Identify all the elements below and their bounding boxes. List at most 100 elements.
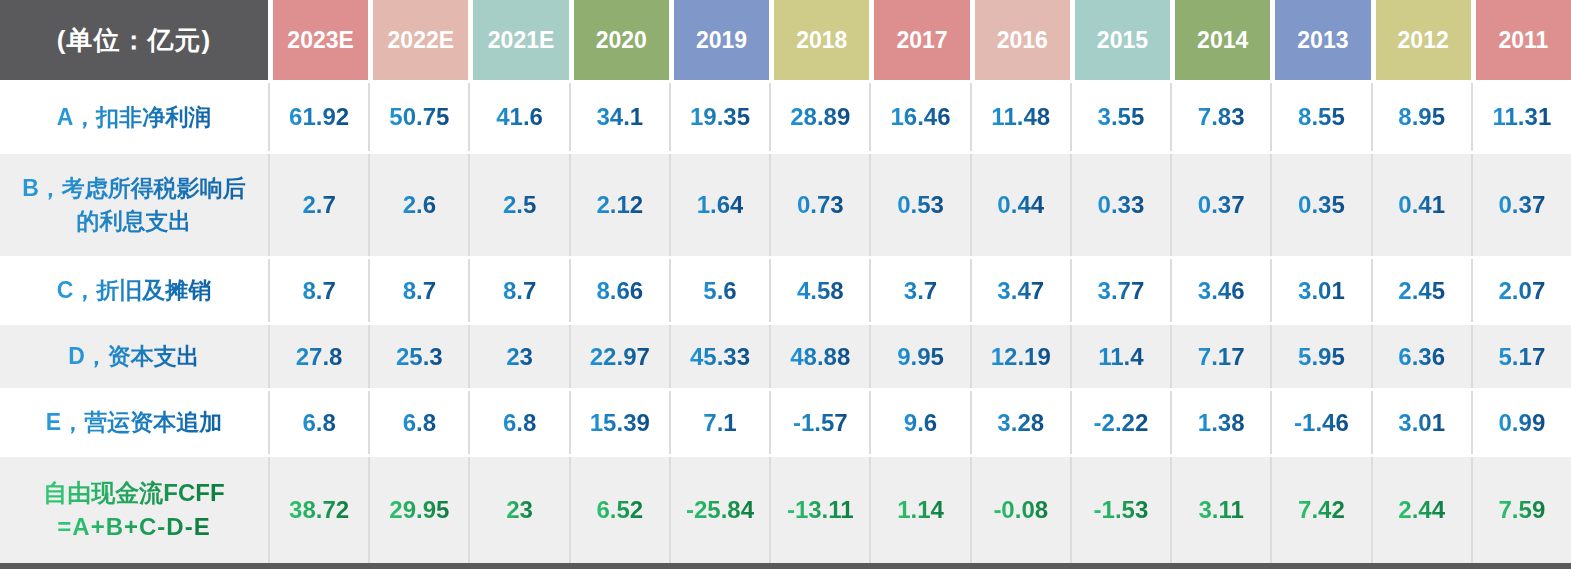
table-row-0: A，扣非净利润 61.9250.75 41.6 34.1 19.35 28.89 16.46…: [0, 83, 1571, 151]
year-header-2012: 2012: [1371, 0, 1471, 80]
value-text: 8.7: [302, 277, 335, 305]
value-cell-0-2021E: 41.6: [468, 83, 568, 151]
value-cell-1-2015: 0.33: [1070, 154, 1170, 256]
value-text: 0.53: [897, 191, 944, 219]
value-cell-5-2022E: 29.95: [368, 457, 468, 563]
row-label-4: E，营运资本追加: [0, 391, 268, 454]
value-text: 8.55: [1298, 103, 1345, 131]
value-cell-5-2011: 7.59: [1471, 457, 1571, 563]
table-row-3: D，资本支出27.825.32322.9745.3348.889.9512.19…: [0, 325, 1571, 388]
row-label-formula: =A+B+C-D-E: [57, 510, 210, 544]
value-text: 2.7: [302, 191, 335, 219]
value-text: 7.83: [1198, 103, 1245, 131]
value-text: 0.99: [1499, 409, 1546, 437]
value-cell-5-2012: 2.44: [1371, 457, 1471, 563]
value-cell-2-2023E: 8.7: [268, 259, 368, 322]
value-text: 3.47: [997, 277, 1044, 305]
value-text: 3.55: [1098, 103, 1145, 131]
value-text: 8.7: [503, 277, 536, 305]
value-cell-3-2018: 48.88: [769, 325, 869, 388]
value-cell-2-2020: 8.66: [569, 259, 669, 322]
value-cell-4-2018: -1.57: [769, 391, 869, 454]
year-header-2015: 2015: [1070, 0, 1170, 80]
value-text: 7.59: [1499, 496, 1546, 524]
value-text: 15.39: [590, 409, 650, 437]
value-cell-1-2023E: 2.7: [268, 154, 368, 256]
value-cell-5-2016: -0.08: [970, 457, 1070, 563]
value-cell-2-2015: 3.77: [1070, 259, 1170, 322]
value-cell-0-2017: 16.46: [869, 83, 969, 151]
value-cell-1-2013: 0.35: [1270, 154, 1370, 256]
value-text: 28.89: [790, 103, 850, 131]
value-text: 3.7: [904, 277, 937, 305]
value-text: 22.97: [590, 343, 650, 371]
value-cell-0-2019: 19.35: [669, 83, 769, 151]
value-text: 23: [506, 343, 533, 371]
value-cell-2-2017: 3.7: [869, 259, 969, 322]
fcff-table: (单位：亿元) 2023E2022E2021E20202019201820172…: [0, 0, 1571, 563]
value-cell-3-2013: 5.95: [1270, 325, 1370, 388]
value-cell-3-2021E: 23: [468, 325, 568, 388]
value-cell-0-2013: 8.55: [1270, 83, 1370, 151]
value-text: 0.44: [997, 191, 1044, 219]
year-header-2019: 2019: [669, 0, 769, 80]
table-row-1: B，考虑所得税影响后的利息支出2.72.62.52.121.640.730.53…: [0, 154, 1571, 256]
row-label-text: 自由现金流FCFF: [43, 476, 224, 510]
row-label-text: B，考虑所得税影响后的利息支出: [14, 172, 254, 237]
value-cell-1-2016: 0.44: [970, 154, 1070, 256]
value-text: 2.5: [503, 191, 536, 219]
value-cell-2-2016: 3.47: [970, 259, 1070, 322]
value-text: 27.8: [296, 343, 343, 371]
year-header-2022E: 2022E: [368, 0, 468, 80]
value-text: 6.8: [503, 409, 536, 437]
value-cell-5-2021E: 23: [468, 457, 568, 563]
value-text: 8.95: [1398, 103, 1445, 131]
value-cell-4-2020: 15.39: [569, 391, 669, 454]
value-text: 19.35: [690, 103, 750, 131]
value-cell-5-2019: -25.84: [669, 457, 769, 563]
value-cell-3-2023E: 27.8: [268, 325, 368, 388]
value-cell-0-2022E: 50.75: [368, 83, 468, 151]
value-cell-2-2012: 2.45: [1371, 259, 1471, 322]
value-cell-4-2015: -2.22: [1070, 391, 1170, 454]
value-text: 3.11: [1198, 496, 1243, 524]
value-text: 29.95: [389, 496, 449, 524]
year-header-2020: 2020: [569, 0, 669, 80]
value-cell-4-2017: 9.6: [869, 391, 969, 454]
value-text: 9.6: [904, 409, 937, 437]
value-cell-5-2023E: 38.72: [268, 457, 368, 563]
value-text: 4.58: [797, 277, 844, 305]
value-cell-0-2015: 3.55: [1070, 83, 1170, 151]
row-label-3: D，资本支出: [0, 325, 268, 388]
value-cell-5-2018: -13.11: [769, 457, 869, 563]
value-cell-4-2023E: 6.8: [268, 391, 368, 454]
value-text: 1.64: [697, 191, 744, 219]
value-cell-4-2012: 3.01: [1371, 391, 1471, 454]
value-text: 48.88: [790, 343, 850, 371]
value-text: -1.57: [793, 409, 848, 437]
value-cell-0-2023E: 61.92: [268, 83, 368, 151]
value-text: 0.35: [1298, 191, 1345, 219]
value-cell-0-2018: 28.89: [769, 83, 869, 151]
value-text: 2.6: [403, 191, 436, 219]
row-label-text: C，折旧及摊销: [57, 274, 212, 307]
value-cell-1-2012: 0.41: [1371, 154, 1471, 256]
value-text: 16.46: [890, 103, 950, 131]
value-text: 41.6: [496, 103, 543, 131]
value-text: -1.46: [1294, 409, 1349, 437]
row-label-text: E，营运资本追加: [46, 406, 222, 439]
value-text: 3.77: [1098, 277, 1145, 305]
year-header-2018: 2018: [769, 0, 869, 80]
value-text: 12.19: [991, 343, 1051, 371]
value-text: 9.95: [897, 343, 944, 371]
value-cell-0-2020: 34.1: [569, 83, 669, 151]
value-cell-3-2019: 45.33: [669, 325, 769, 388]
value-cell-4-2011: 0.99: [1471, 391, 1571, 454]
value-text: 6.8: [403, 409, 436, 437]
row-label-5: 自由现金流FCFF=A+B+C-D-E: [0, 457, 268, 563]
value-cell-3-2011: 5.17: [1471, 325, 1571, 388]
year-header-2013: 2013: [1270, 0, 1370, 80]
row-label-text: A，扣非净利润: [57, 101, 212, 134]
row-label-1: B，考虑所得税影响后的利息支出: [0, 154, 268, 256]
value-cell-1-2017: 0.53: [869, 154, 969, 256]
